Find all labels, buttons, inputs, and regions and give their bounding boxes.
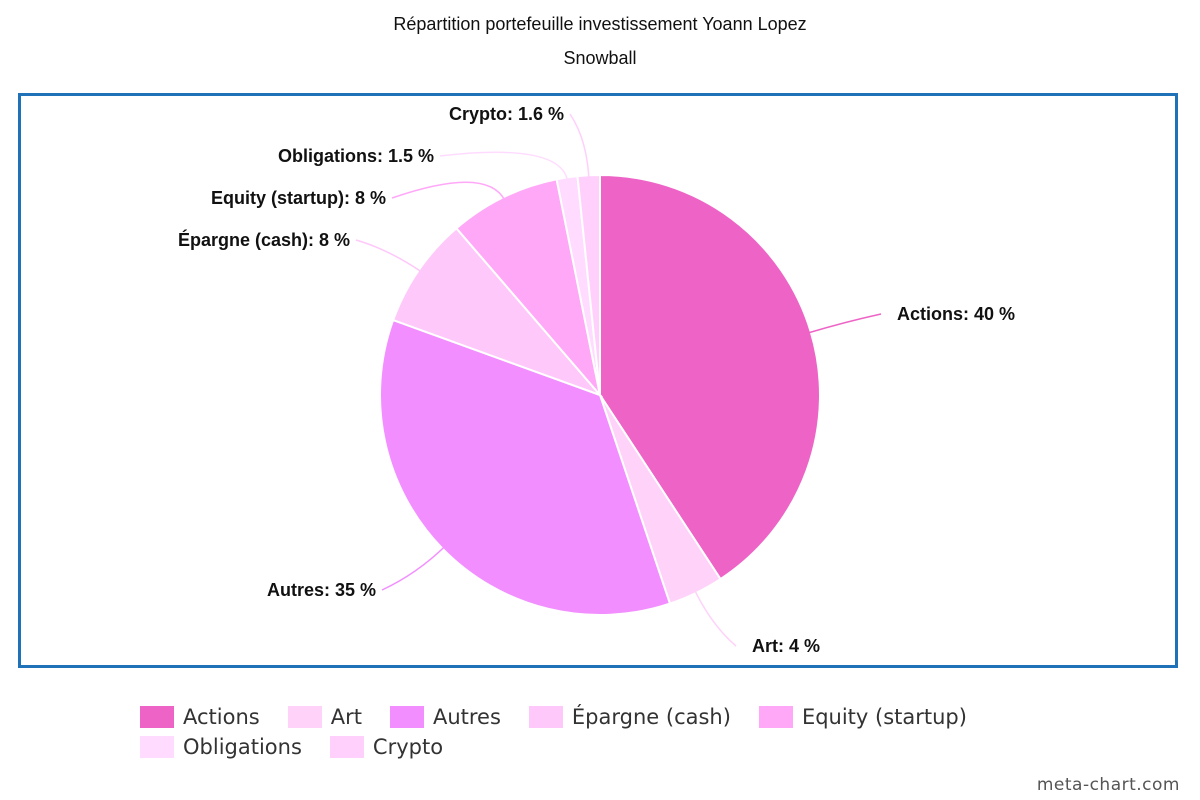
legend-item-equity-startup[interactable]: Equity (startup)	[758, 703, 967, 731]
legend-swatch	[528, 706, 563, 728]
label-connector-art	[693, 589, 737, 647]
legend-label: Épargne (cash)	[571, 705, 731, 729]
legend-label: Autres	[432, 705, 501, 729]
chart-subtitle: Snowball	[563, 48, 637, 68]
slice-label-actions: Actions: 40 %	[897, 304, 1015, 324]
label-connector-autres	[381, 545, 446, 591]
label-connector-epargne-cash	[355, 239, 423, 274]
legend-label: Crypto	[372, 735, 444, 759]
chart-title: Répartition portefeuille investissement …	[393, 14, 807, 34]
slice-label-epargne-cash: Épargne (cash): 8 %	[178, 229, 350, 250]
legend-label: Actions	[183, 705, 260, 729]
chart-legend: Actions Art Autres Épargne (cash) Equity (st…	[140, 703, 1100, 761]
legend-item-art[interactable]: Art	[287, 703, 362, 731]
legend-swatch	[287, 706, 322, 728]
legend-label: Equity (startup)	[801, 705, 967, 729]
slice-label-equity-startup: Equity (startup): 8 %	[211, 188, 386, 208]
label-connector-equity-startup	[391, 181, 506, 202]
legend-label: Obligations	[183, 735, 302, 759]
label-connector-obligations	[439, 151, 569, 182]
label-connector-crypto	[569, 113, 590, 180]
slice-label-obligations: Obligations: 1.5 %	[278, 146, 434, 166]
legend-label: Art	[330, 705, 362, 729]
legend-item-obligations[interactable]: Obligations	[140, 733, 302, 761]
slice-label-crypto: Crypto: 1.6 %	[449, 104, 564, 124]
slice-label-autres: Autres: 35 %	[267, 580, 376, 600]
legend-swatch	[389, 706, 424, 728]
chart-frame	[18, 93, 1178, 668]
watermark: meta-chart.com	[1036, 775, 1180, 795]
legend-swatch	[329, 736, 364, 758]
legend-swatch	[140, 736, 174, 758]
slice-label-art: Art: 4 %	[752, 636, 820, 656]
legend-item-epargne-cash[interactable]: Épargne (cash)	[528, 703, 731, 731]
label-connector-actions	[806, 313, 882, 334]
legend-item-actions[interactable]: Actions	[140, 703, 260, 731]
legend-item-crypto[interactable]: Crypto	[329, 733, 444, 761]
legend-item-autres[interactable]: Autres	[389, 703, 501, 731]
legend-swatch	[758, 706, 793, 728]
legend-swatch	[140, 706, 174, 728]
